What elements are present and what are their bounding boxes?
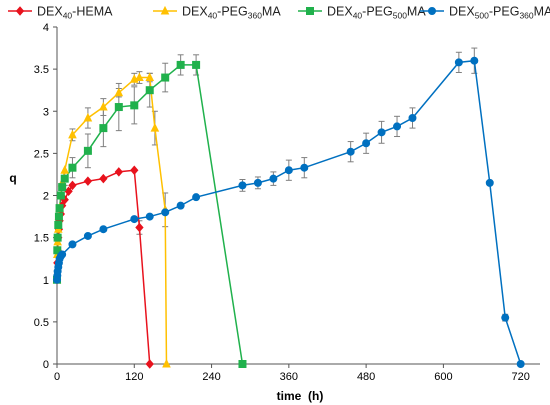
y-tick-label: 3	[43, 106, 49, 118]
data-point	[135, 222, 144, 233]
data-point	[346, 147, 355, 156]
data-point	[145, 72, 155, 82]
data-point	[176, 201, 185, 210]
data-point	[362, 139, 371, 148]
data-point	[470, 56, 479, 65]
y-tick-label: 0.5	[34, 317, 49, 329]
series-lines	[56, 59, 522, 365]
data-point	[238, 181, 247, 190]
data-point	[192, 193, 201, 202]
data-point	[408, 113, 417, 122]
data-point	[130, 215, 139, 224]
data-point	[145, 212, 154, 221]
data-point	[99, 225, 108, 234]
y-tick-label: 1	[43, 275, 49, 287]
data-point	[160, 5, 170, 15]
data-point	[135, 72, 144, 82]
data-point	[454, 58, 463, 67]
legend-label: DEX500-PEG360MA	[449, 5, 550, 21]
data-point	[306, 7, 314, 15]
x-tick-label: 0	[54, 371, 60, 383]
data-point	[176, 60, 185, 69]
y-tick-label: 1.5	[34, 233, 49, 245]
legend-label: DEX40-HEMA	[37, 5, 113, 21]
data-point	[53, 246, 62, 255]
data-point	[145, 359, 154, 369]
data-point	[68, 180, 77, 191]
data-point	[130, 165, 139, 175]
data-point	[68, 129, 77, 139]
y-tick-label: 0	[43, 359, 49, 371]
series-markers	[52, 56, 525, 369]
x-tick-label: 120	[125, 371, 143, 383]
y-tick-label: 3.5	[34, 64, 49, 76]
data-point	[161, 73, 170, 82]
series-line	[56, 169, 151, 365]
data-point	[83, 146, 92, 155]
y-tick-label: 2	[43, 191, 49, 203]
data-point	[238, 360, 247, 368]
data-point	[393, 122, 402, 131]
data-point	[99, 124, 108, 133]
x-tick-label: 720	[512, 371, 530, 383]
data-point	[58, 183, 67, 192]
data-point	[253, 178, 262, 187]
data-point	[377, 128, 386, 137]
x-tick-label: 360	[280, 371, 298, 383]
x-tick-label: 600	[434, 371, 452, 383]
data-point	[60, 174, 69, 183]
data-point	[55, 204, 64, 213]
data-point	[68, 240, 77, 249]
legend-label: DEX40-PEG360MA	[182, 5, 281, 21]
data-point	[501, 313, 510, 322]
data-point	[130, 101, 139, 110]
series-line	[56, 76, 168, 365]
data-point	[68, 163, 77, 172]
x-tick-label: 240	[202, 371, 220, 383]
y-axis-title: q	[9, 171, 16, 185]
data-point	[485, 178, 494, 187]
y-tick-label: 4	[43, 22, 49, 34]
data-point	[83, 112, 93, 122]
data-point	[145, 86, 154, 95]
data-point	[56, 191, 65, 200]
data-point	[83, 176, 93, 186]
data-point	[83, 231, 92, 240]
x-ticks: 0 120 240 360 480 600 720	[54, 364, 530, 383]
data-point	[284, 166, 293, 175]
data-point	[64, 186, 73, 197]
legend: DEX40-HEMA DEX40-PEG360MA DEX40-PEG500MA DE…	[8, 5, 550, 21]
y-tick-label: 2.5	[34, 148, 49, 160]
data-point	[114, 87, 124, 97]
data-point	[114, 103, 123, 112]
data-point	[269, 174, 278, 183]
y-ticks: 0 0.5 1 1.5 2 2.5 3 3.5 4	[34, 22, 57, 371]
data-point	[428, 7, 436, 15]
data-point	[114, 167, 123, 177]
x-axis-title: time (h)	[277, 389, 324, 403]
data-point	[162, 358, 171, 368]
data-point	[150, 122, 160, 132]
data-point	[192, 60, 201, 69]
data-point	[58, 250, 67, 259]
data-point	[54, 212, 63, 221]
data-point	[161, 208, 170, 217]
data-point	[300, 163, 309, 172]
data-point	[99, 101, 108, 111]
data-point	[60, 165, 70, 174]
legend-label: DEX40-PEG500MA	[327, 5, 426, 21]
data-point	[53, 233, 62, 242]
error-bars	[61, 47, 509, 322]
data-point	[54, 220, 63, 229]
x-tick-label: 480	[357, 371, 375, 383]
data-point	[15, 6, 25, 16]
data-point	[99, 173, 108, 184]
data-point	[516, 360, 525, 368]
axes	[56, 27, 540, 365]
